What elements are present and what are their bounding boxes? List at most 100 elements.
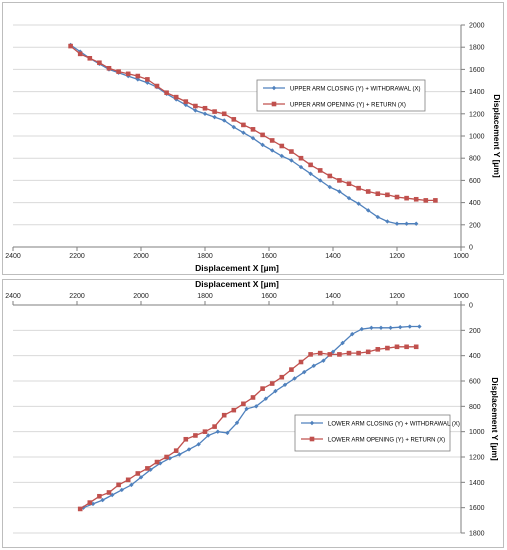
data-point: [196, 442, 201, 447]
x-tick-label: 1800: [197, 253, 213, 260]
y-tick-label: 1000: [469, 429, 485, 436]
data-point: [337, 178, 342, 183]
data-point: [279, 374, 285, 380]
data-point: [404, 344, 409, 350]
data-point: [308, 352, 313, 357]
data-point: [289, 158, 294, 163]
data-point: [254, 404, 259, 409]
data-point: [125, 477, 131, 483]
y-tick-label: 400: [469, 200, 481, 207]
x-tick-label: 2400: [5, 293, 21, 300]
data-point: [317, 168, 323, 173]
upper-arm-chart: 0 200 400 600 800 1000 1200 1400 1600 1800 2000 240…: [2, 2, 504, 275]
data-point: [270, 148, 275, 153]
data-point: [378, 325, 384, 330]
data-point: [250, 136, 256, 141]
data-point: [193, 108, 198, 113]
x-tick-label: 2000: [133, 253, 149, 260]
y-tick-label: 1200: [469, 455, 485, 462]
y-tick-label: 400: [469, 353, 481, 360]
data-point: [154, 459, 160, 465]
data-point: [308, 162, 313, 168]
data-point: [385, 192, 390, 198]
data-point: [356, 201, 361, 206]
data-point: [404, 195, 409, 201]
data-point: [106, 65, 112, 71]
data-point: [116, 69, 121, 74]
x-tick-label: 2200: [69, 253, 85, 260]
data-point: [375, 191, 381, 197]
data-point: [263, 396, 268, 401]
y-tick-label: 1400: [469, 480, 485, 487]
data-point: [119, 487, 124, 493]
data-point: [260, 386, 265, 391]
data-point: [413, 344, 419, 350]
data-point: [369, 325, 374, 330]
y-tick-label: 1800: [469, 531, 485, 538]
y-axis-title: Displacement Y [µm]: [490, 377, 500, 461]
y-tick-label: 200: [469, 328, 481, 335]
y-tick-label: 1600: [469, 505, 485, 512]
data-point: [154, 83, 160, 89]
data-point: [298, 164, 304, 170]
data-point: [234, 420, 240, 425]
data-point: [289, 367, 294, 372]
data-point: [241, 130, 246, 135]
data-point: [77, 506, 83, 512]
y-tick-label: 1000: [469, 134, 485, 141]
legend-swatch-marker: [309, 420, 315, 426]
data-point: [145, 77, 150, 82]
data-point: [298, 359, 304, 365]
data-point: [241, 401, 246, 407]
data-point: [292, 376, 297, 381]
data-point: [100, 497, 105, 503]
lower-arm-chart: 0 200 400 600 800 1000 1200 1400 1600 1800 2400 220…: [2, 279, 504, 548]
legend-swatch-marker: [271, 101, 277, 107]
data-point: [414, 221, 419, 226]
data-point: [260, 132, 265, 138]
upper-arm-chart-svg: 0 200 400 600 800 1000 1200 1400 1600 1800 2000 240…: [5, 23, 502, 274]
data-point: [394, 344, 400, 350]
data-point: [135, 471, 141, 476]
data-point: [279, 153, 284, 159]
data-point: [269, 381, 275, 386]
data-point: [317, 350, 323, 356]
data-point: [308, 171, 313, 176]
data-point: [87, 56, 93, 61]
data-point: [394, 194, 400, 200]
y-tick-label: 600: [469, 178, 481, 185]
x-axis-title: Displacement X [µm]: [195, 263, 279, 273]
x-tick-label: 1200: [389, 293, 405, 300]
data-point: [394, 221, 400, 226]
y-tick-label: 1400: [469, 89, 485, 96]
data-point: [135, 73, 141, 79]
x-tick-label: 1400: [325, 253, 341, 260]
data-point: [321, 358, 326, 363]
legend-box: [294, 414, 451, 452]
data-point: [385, 345, 390, 351]
data-point: [221, 111, 227, 117]
data-point: [346, 350, 352, 356]
data-point: [77, 51, 83, 57]
data-point: [206, 433, 211, 438]
legend-label: UPPER ARM CLOSING (Y) + WITHDRAWAL (X): [290, 86, 421, 92]
data-point: [398, 324, 403, 330]
y-tick-label: 800: [469, 404, 481, 411]
data-point: [366, 208, 371, 213]
y-tick-label: 0: [469, 245, 473, 252]
data-point: [225, 430, 230, 436]
data-point: [273, 388, 278, 394]
data-point: [385, 219, 390, 224]
data-point: [311, 363, 316, 368]
data-point: [183, 436, 189, 442]
data-point: [365, 189, 371, 194]
x-tick-label: 1800: [197, 293, 213, 300]
data-point: [302, 369, 307, 375]
data-point: [186, 447, 192, 452]
data-point: [183, 99, 189, 104]
data-point: [279, 143, 285, 149]
y-tick-label: 1800: [469, 45, 485, 52]
y-tick-label: 1200: [469, 111, 485, 118]
x-tick-label: 2400: [5, 253, 21, 260]
data-point: [337, 352, 342, 357]
